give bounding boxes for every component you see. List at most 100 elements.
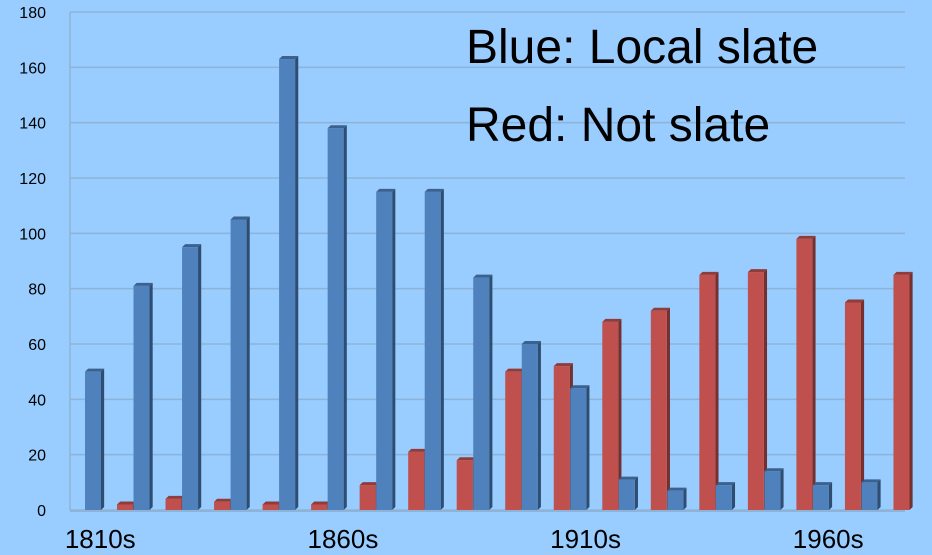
- bar-red-1820s: [165, 495, 185, 510]
- bar-top: [521, 341, 541, 344]
- bar-top: [844, 299, 865, 303]
- bar-blue-1860s: [327, 125, 347, 510]
- bar-top: [747, 269, 768, 273]
- y-tick-label: 80: [28, 282, 46, 299]
- y-tick-label: 120: [19, 171, 46, 188]
- bar: [844, 302, 861, 510]
- bar-red-1840s: [262, 501, 282, 510]
- bar-top: [262, 501, 282, 505]
- bar: [553, 366, 570, 510]
- bar: [408, 451, 425, 510]
- bar-top: [311, 501, 331, 505]
- bar: [85, 371, 101, 510]
- bar: [182, 247, 199, 510]
- bar-side: [392, 188, 396, 511]
- bar: [279, 59, 296, 511]
- bar-top: [279, 56, 299, 60]
- bar-red-1880s: [456, 457, 476, 510]
- bar-blue-1850s: [279, 56, 299, 511]
- bar: [424, 191, 441, 511]
- bar-side: [618, 318, 622, 510]
- bar-top: [570, 385, 590, 389]
- bar-top: [214, 498, 234, 502]
- bar: [650, 310, 667, 510]
- bar-top: [133, 282, 153, 286]
- bar-side: [586, 385, 590, 510]
- bar-blue-1830s: [182, 244, 202, 510]
- bar: [505, 371, 522, 510]
- bar-red-1850s: [311, 501, 331, 510]
- bar-side: [780, 468, 784, 510]
- y-tick-label: 160: [19, 60, 46, 77]
- bar-red-1890s: [505, 368, 525, 510]
- bar-side: [149, 282, 153, 510]
- bar-red-1920s: [650, 307, 670, 510]
- bar-blue-1810s: [85, 368, 105, 510]
- y-tick-label: 0: [37, 503, 46, 520]
- bar-top: [699, 271, 719, 275]
- bar-blue-1820s: [133, 282, 153, 510]
- bar-side: [440, 188, 444, 511]
- bar-top: [182, 244, 202, 248]
- x-tick-label: 1910s: [550, 524, 621, 554]
- bar-top: [602, 318, 622, 322]
- bars: [85, 56, 913, 511]
- bar-side: [683, 487, 687, 510]
- bar-top: [456, 457, 476, 461]
- bar-side: [812, 235, 816, 510]
- bar-blue-1960s: [812, 482, 833, 510]
- bar: [699, 274, 716, 510]
- bar-top: [424, 188, 444, 192]
- bar: [165, 498, 182, 510]
- bar-top: [408, 448, 428, 452]
- bar-side: [343, 125, 347, 510]
- y-tick-label: 60: [28, 337, 46, 354]
- bar: [117, 504, 133, 510]
- bar-top: [505, 368, 525, 372]
- bar-side: [246, 216, 250, 510]
- bar-side: [715, 271, 719, 510]
- bar: [747, 272, 764, 510]
- bar-blue-1880s: [424, 188, 444, 511]
- bar-top: [618, 476, 638, 480]
- bar: [570, 388, 587, 510]
- bar: [602, 321, 619, 510]
- y-tick-label: 140: [19, 116, 46, 133]
- bar: [214, 501, 231, 510]
- bar-top: [715, 482, 736, 486]
- bar-blue-1930s: [667, 487, 687, 510]
- bar: [667, 490, 684, 510]
- bar-side: [860, 299, 865, 510]
- bar: [812, 485, 829, 510]
- bar-top: [359, 482, 379, 486]
- bar: [311, 504, 328, 510]
- bar-side: [634, 476, 638, 510]
- bar: [133, 285, 150, 510]
- bar-blue-1870s: [376, 188, 396, 511]
- bar: [359, 485, 376, 510]
- bar-blue-1940s: [715, 482, 736, 510]
- bar-red-1910s: [602, 318, 622, 510]
- x-tick-label: 1810s: [65, 524, 136, 554]
- bar-top: [165, 495, 185, 499]
- bar-blue-1900s: [521, 341, 541, 510]
- bar: [473, 277, 490, 510]
- bar: [796, 238, 813, 510]
- bar-side: [295, 56, 299, 511]
- bar-blue-1910s: [570, 385, 590, 510]
- bar-side: [877, 479, 881, 510]
- y-tick-label: 100: [19, 226, 46, 243]
- bar-top: [667, 487, 687, 491]
- bar-side: [731, 482, 736, 510]
- bar: [861, 482, 878, 510]
- bar-side: [537, 341, 541, 510]
- bar: [764, 471, 781, 510]
- bar: [521, 344, 538, 510]
- bar-side: [828, 482, 833, 510]
- bar-top: [553, 363, 573, 367]
- bar: [893, 274, 910, 510]
- bar-side: [101, 368, 105, 510]
- bar: [618, 479, 635, 510]
- bar-red-1810s: [117, 501, 137, 510]
